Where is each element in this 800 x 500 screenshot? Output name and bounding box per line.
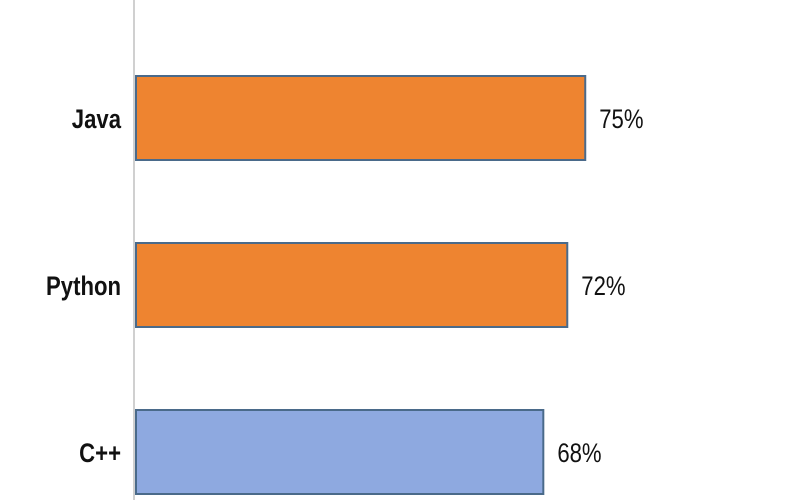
data-label: 72% bbox=[581, 272, 625, 302]
category-label: Java bbox=[72, 105, 121, 135]
bar-cpp bbox=[135, 409, 545, 495]
category-label: Python bbox=[46, 272, 121, 302]
bar-java bbox=[135, 75, 587, 161]
data-label: 68% bbox=[557, 439, 601, 469]
bar-python bbox=[135, 242, 569, 328]
data-label: 75% bbox=[599, 105, 643, 135]
category-label: C++ bbox=[79, 439, 121, 469]
